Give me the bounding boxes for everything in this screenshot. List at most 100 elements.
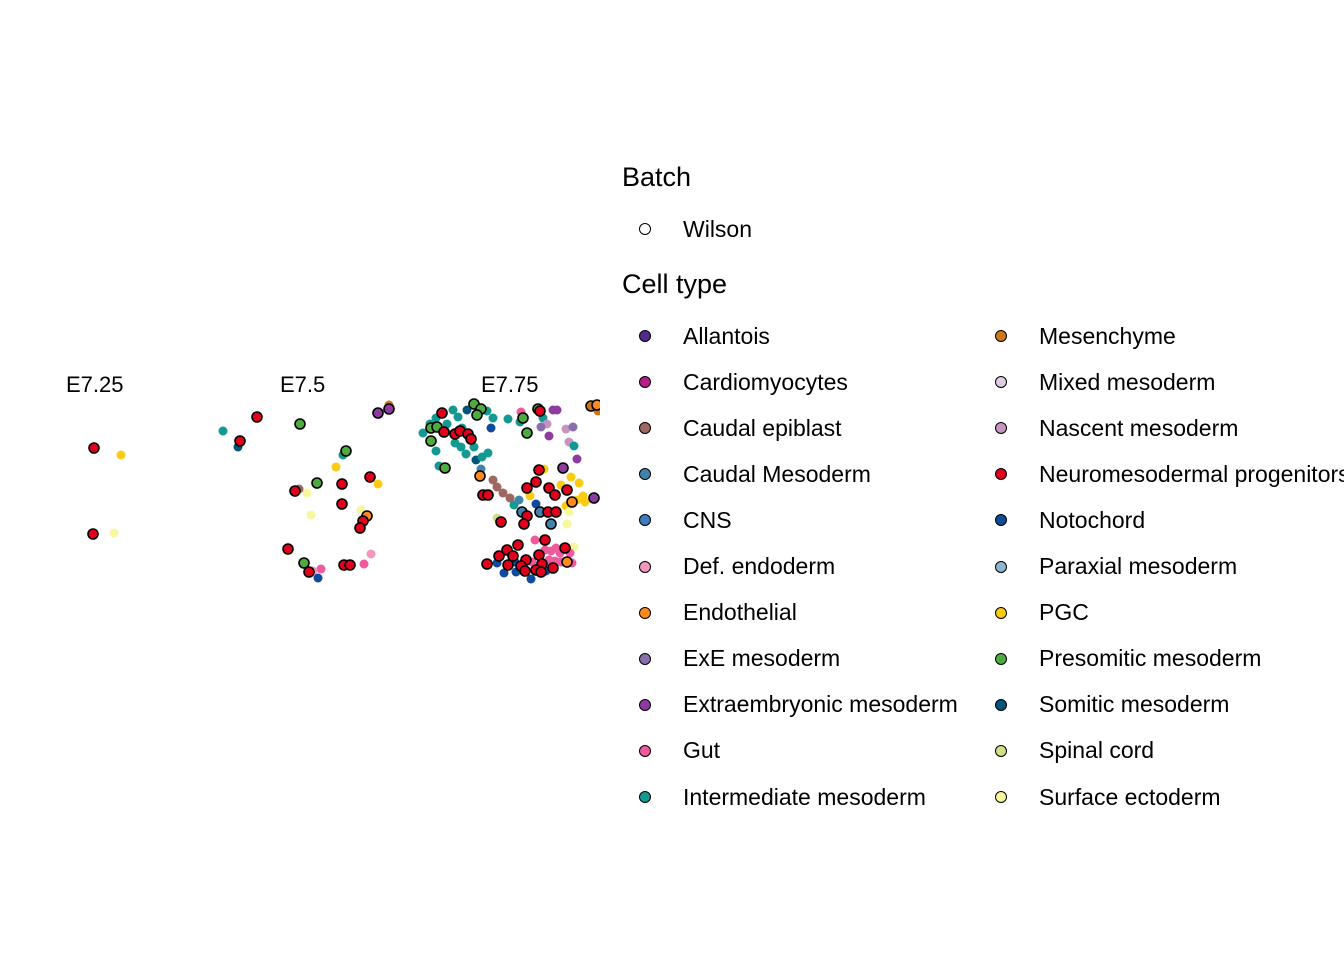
panel-title-e75: E7.5 <box>280 372 325 397</box>
legend-label: Allantois <box>683 322 770 349</box>
legend-label: Nascent mesoderm <box>1039 414 1239 441</box>
legend-item-presomitic-mesoderm: Presomitic mesoderm <box>978 644 1261 674</box>
legend-item-nascent-mesoderm: Nascent mesoderm <box>978 413 1238 443</box>
legend-item-endothelial: Endothelial <box>622 598 797 628</box>
point-e7-5-neuromesodermal-progenitors <box>251 411 263 423</box>
legend-key-icon <box>995 422 1007 435</box>
legend-item-wilson: Wilson <box>622 214 752 244</box>
point-e7-75-nascent-mesoderm <box>561 424 571 434</box>
point-e7-75-presomitic-mesoderm <box>471 409 483 421</box>
legend-label: Gut <box>683 737 721 764</box>
point-e7-75-presomitic-mesoderm <box>439 462 451 474</box>
point-e7-75-surface-ectoderm <box>564 507 574 517</box>
point-e7-25-pgc <box>116 450 126 460</box>
point-e7-5-notochord <box>313 573 323 583</box>
point-e7-5-extraembryonic-mesoderm <box>372 407 384 419</box>
legend-item-paraxial-mesoderm: Paraxial mesoderm <box>978 552 1237 582</box>
legend-label: Intermediate mesoderm <box>683 783 926 810</box>
legend-item-pgc: PGC <box>978 598 1089 628</box>
point-e7-75-neuromesodermal-progenitors <box>518 518 530 530</box>
legend-key-icon <box>995 606 1007 619</box>
legend-title-cell-type: Cell type <box>622 269 728 299</box>
legend-key-icon <box>995 468 1007 481</box>
legend-key-icon <box>995 652 1007 665</box>
legend-item-allantois: Allantois <box>622 321 770 351</box>
point-e7-5-neuromesodermal-progenitors <box>336 478 348 490</box>
legend-label: Neuromesodermal progenitors <box>1039 460 1344 487</box>
legend-label: Caudal epiblast <box>683 414 842 441</box>
point-e7-5-neuromesodermal-progenitors <box>303 566 315 578</box>
point-e7-75-endothelial <box>566 496 578 508</box>
point-e7-5-presomitic-mesoderm <box>311 477 323 489</box>
point-e7-75-caudal-epiblast <box>498 488 508 498</box>
point-e7-75-intermediate-mesoderm <box>453 412 463 422</box>
point-e7-75-intermediate-mesoderm <box>431 446 441 456</box>
point-e7-75-caudal-mesoderm <box>545 518 557 530</box>
point-e7-75-neuromesodermal-progenitors <box>534 405 546 417</box>
point-e7-75-neuromesodermal-progenitors <box>550 506 562 518</box>
legend-key-icon <box>639 330 651 342</box>
point-e7-75-neuromesodermal-progenitors <box>512 539 524 551</box>
panel-title-e775: E7.75 <box>481 372 539 397</box>
legend-key-icon <box>639 560 651 573</box>
point-e7-5-gut <box>359 559 369 569</box>
legend-item-spinal-cord: Spinal cord <box>978 736 1154 766</box>
point-e7-75-endothelial <box>561 556 573 568</box>
point-e7-75-neuromesodermal-progenitors <box>482 489 494 501</box>
legend-item-gut: Gut <box>622 736 720 766</box>
point-e7-75-neuromesodermal-progenitors <box>547 562 559 574</box>
point-e7-5-surface-ectoderm <box>306 510 316 520</box>
point-e7-5-pgc <box>373 479 383 489</box>
point-e7-75-intermediate-mesoderm <box>503 414 513 424</box>
legend-label: Endothelial <box>683 599 797 626</box>
point-e7-75-intermediate-mesoderm <box>448 405 458 415</box>
legend-item-cardiomyocytes: Cardiomyocytes <box>622 367 848 397</box>
point-e7-75-intermediate-mesoderm <box>418 428 428 438</box>
point-e7-75-exe-mesoderm <box>568 422 578 432</box>
point-e7-75-somitic-mesoderm <box>462 405 472 415</box>
legend-label: Paraxial mesoderm <box>1039 553 1238 579</box>
point-e7-5-gut <box>316 564 326 574</box>
point-e7-5-presomitic-mesoderm <box>340 445 352 457</box>
legend-key-icon <box>639 606 651 619</box>
legend-item-intermediate-mesoderm: Intermediate mesoderm <box>622 782 926 812</box>
legend-key-icon <box>995 791 1007 803</box>
point-e7-75-neuromesodermal-progenitors <box>521 482 533 494</box>
legend-key-icon <box>995 330 1007 342</box>
legend-key-icon <box>995 698 1007 711</box>
legend-item-cns: CNS <box>622 505 732 535</box>
point-e7-75-endothelial <box>474 470 486 482</box>
point-e7-75-extraembryonic-mesoderm <box>544 431 554 441</box>
legend-item-neuromesodermal-progenitors: Neuromesodermal progenitors <box>978 459 1344 489</box>
point-e7-75-extraembryonic-mesoderm <box>588 492 600 504</box>
point-e7-75-pgc <box>574 478 584 488</box>
legend-title-batch: Batch <box>622 162 692 192</box>
point-e7-75-neuromesodermal-progenitors <box>561 484 573 496</box>
point-e7-75-neuromesodermal-progenitors <box>502 559 514 571</box>
point-e7-75-neuromesodermal-progenitors <box>533 464 545 476</box>
scatter-points <box>87 398 600 584</box>
legend-label: Presomitic mesoderm <box>1039 645 1262 672</box>
point-e7-75-caudal-mesoderm <box>514 495 524 505</box>
point-e7-5-neuromesodermal-progenitors <box>336 498 348 510</box>
legend-label: ExE mesoderm <box>683 645 841 672</box>
point-e7-5-neuromesodermal-progenitors <box>234 435 246 447</box>
point-e7-75-neuromesodermal-progenitors <box>438 426 450 438</box>
legend-item-caudal-mesoderm: Caudal Mesoderm <box>622 459 871 489</box>
point-e7-75-endothelial <box>591 399 600 411</box>
legend-label: Cardiomyocytes <box>683 368 848 395</box>
point-e7-75-extraembryonic-mesoderm <box>552 405 562 415</box>
legend-label: Mesenchyme <box>1039 322 1176 349</box>
point-e7-75-neuromesodermal-progenitors <box>559 542 571 554</box>
legend-key-icon <box>995 514 1007 527</box>
point-e7-75-neuromesodermal-progenitors <box>495 516 507 528</box>
legend-key-icon <box>995 560 1007 573</box>
point-e7-5-neuromesodermal-progenitors <box>282 543 294 555</box>
legend-label: PGC <box>1039 599 1089 626</box>
point-e7-75-neuromesodermal-progenitors <box>493 550 505 562</box>
legend-label: Notochord <box>1039 506 1146 533</box>
point-e7-75-extraembryonic-mesoderm <box>557 462 569 474</box>
point-e7-75-exe-mesoderm <box>536 422 546 432</box>
point-e7-75-notochord <box>526 574 536 584</box>
point-e7-75-presomitic-mesoderm <box>521 427 533 439</box>
